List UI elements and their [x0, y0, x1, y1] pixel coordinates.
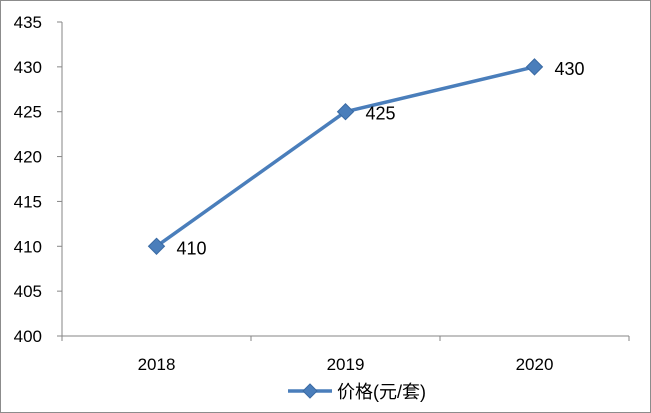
legend-label: 价格(元/套) [337, 382, 426, 402]
axes [61, 22, 629, 337]
y-tick-label: 425 [14, 103, 42, 122]
series-line [155, 65, 535, 248]
x-tick-label: 2018 [138, 355, 176, 374]
data-point-marker [147, 237, 166, 255]
y-tick-label: 430 [14, 58, 42, 77]
y-tick-label: 415 [14, 192, 42, 211]
x-tick-label: 2020 [516, 355, 554, 374]
y-tick-label: 435 [14, 13, 42, 32]
y-tick-label: 405 [14, 282, 42, 301]
data-point-marker [336, 103, 355, 121]
data-label: 430 [555, 59, 585, 79]
series-group: 410 425 430 [147, 58, 585, 258]
x-axis-ticks: 2018 2019 2020 [61, 336, 630, 374]
y-tick-label: 410 [14, 237, 42, 256]
legend-marker [302, 383, 318, 399]
y-tick-label: 420 [14, 148, 42, 167]
data-point-marker [525, 58, 544, 76]
data-label: 425 [366, 104, 396, 124]
y-axis-ticks: 400 405 410 415 420 425 430 435 [14, 13, 62, 346]
data-label: 410 [177, 238, 207, 258]
y-tick-label: 400 [14, 327, 42, 346]
x-tick-label: 2019 [327, 355, 365, 374]
legend: 价格(元/套) [288, 382, 426, 402]
